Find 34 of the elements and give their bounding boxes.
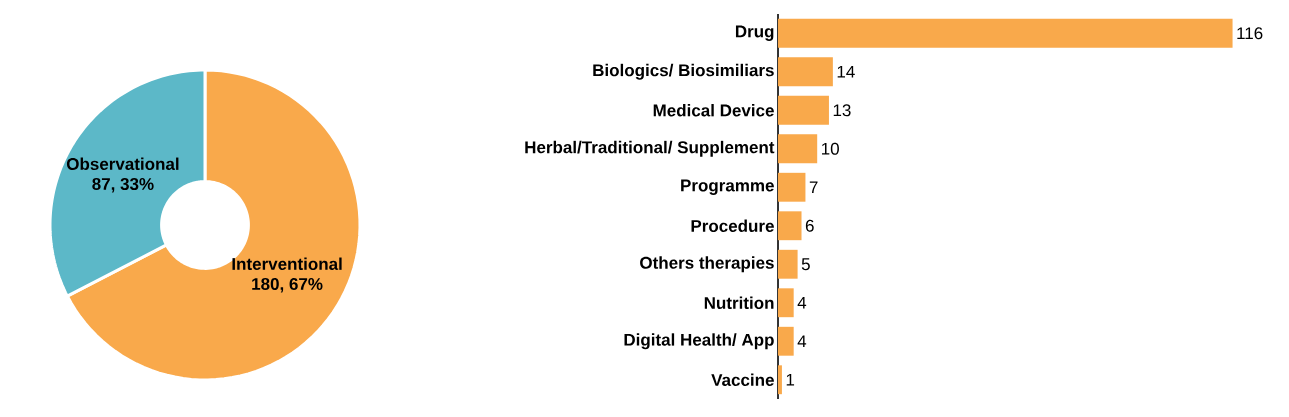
data-label: 4 [797,335,807,348]
bar [778,211,802,241]
y-tick-label: Drug [735,25,774,41]
bar [778,18,1233,48]
bar [778,365,782,395]
data-label: 180, 67% [252,277,323,293]
data-label: 87, 33% [92,177,154,193]
bar [778,57,833,87]
data-label: 1 [786,373,795,386]
y-tick-label: Medical Device [653,104,774,117]
y-tick-label: Nutrition [704,296,774,309]
y-tick-label: Biologics/ Biosimiliars [593,63,774,80]
bar [778,249,798,279]
data-label: 10 [822,142,839,155]
slice-label: Interventional [232,257,342,270]
y-tick-label: Vaccine [711,373,774,386]
y-tick-label: Digital Health/ App [624,333,774,350]
bar [778,95,829,125]
data-label: 14 [837,65,855,78]
y-tick-label: Others therapies [640,256,774,273]
y-tick-label: Programme [681,179,774,195]
bar [778,288,794,318]
data-label: 7 [809,181,818,194]
data-label: 4 [797,296,807,309]
y-tick-label: Herbal/Traditional/ Supplement [525,140,775,157]
data-label: 116 [1237,27,1263,40]
data-label: 13 [833,104,851,117]
bar [778,172,806,202]
data-label: 5 [801,258,810,271]
bar [778,326,794,356]
y-tick-label: Procedure [691,219,774,232]
data-label: 6 [805,219,814,232]
bar [778,134,818,164]
slice-label: Observational [66,157,179,171]
